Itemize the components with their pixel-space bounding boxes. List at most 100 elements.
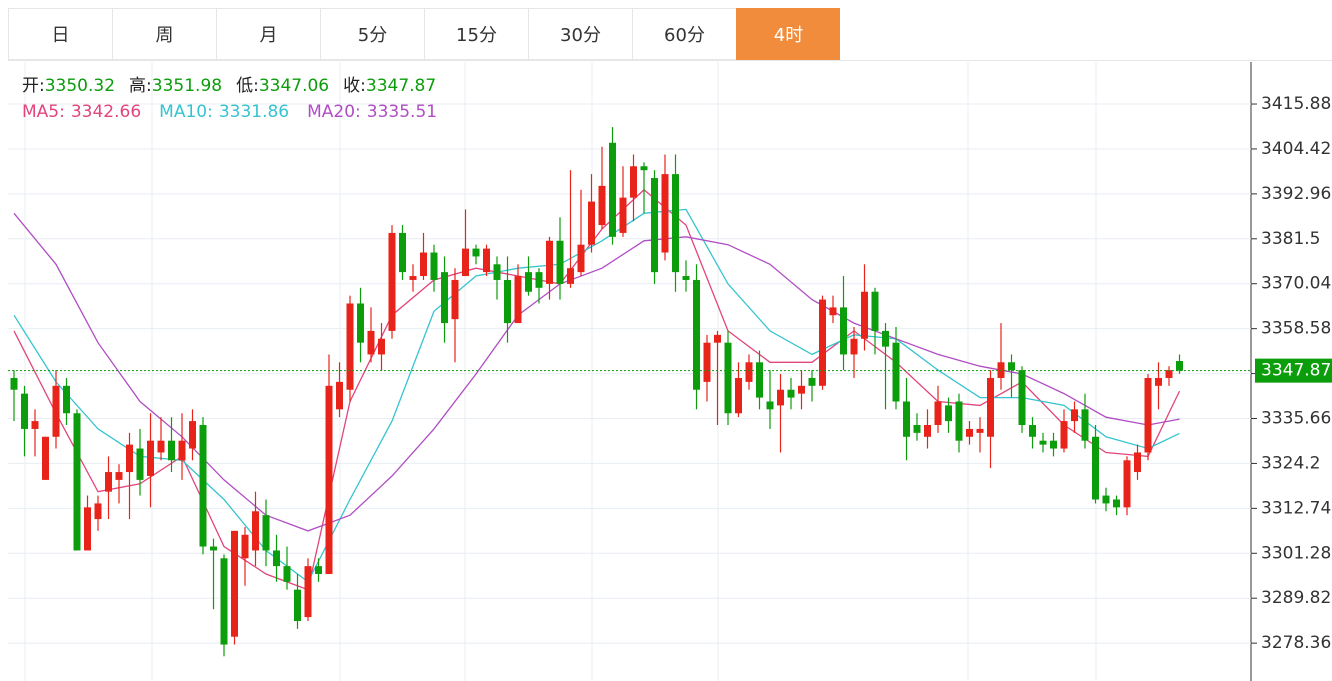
candle-body — [577, 244, 585, 273]
candle-body — [1176, 361, 1183, 371]
period-tab[interactable]: 30分 — [528, 8, 632, 60]
period-tab[interactable]: 15分 — [424, 8, 528, 60]
y-tick-label: 3301.28 — [1261, 543, 1331, 563]
legend-name: MA10: — [159, 102, 213, 122]
candle-body — [451, 279, 459, 320]
divider — [8, 60, 1332, 61]
candle-body — [829, 307, 837, 316]
candle-body — [1134, 452, 1141, 473]
candle-body — [1144, 377, 1152, 453]
period-tab[interactable]: 日 — [8, 8, 112, 60]
candle-body — [1165, 370, 1173, 378]
candle-body — [493, 264, 501, 280]
candle-body — [325, 385, 333, 574]
candle-body — [189, 421, 196, 449]
candle-body — [840, 307, 847, 355]
period-tab[interactable]: 4时 — [736, 8, 840, 60]
v-grid — [24, 62, 1097, 681]
period-tab[interactable]: 5分 — [320, 8, 424, 60]
y-tick-label: 3324.2 — [1261, 453, 1320, 473]
candle-body — [1008, 362, 1015, 371]
candle-body — [567, 268, 574, 284]
candle-body — [52, 385, 60, 437]
candle-body — [588, 201, 595, 245]
ma-legend: MA5: 3342.66 MA10: 3331.86 MA20: 3335.51 — [22, 102, 437, 122]
candle-body — [472, 248, 480, 257]
candle-body — [252, 511, 259, 551]
candle-body — [661, 174, 669, 253]
info-label: 高: — [129, 76, 152, 96]
info-label: 低: — [236, 76, 259, 96]
candle-body — [819, 299, 826, 386]
candle-body — [651, 178, 658, 273]
candle-body — [703, 342, 711, 382]
candle-body — [231, 530, 238, 637]
candle-body — [136, 448, 144, 480]
period-tab[interactable]: 月 — [216, 8, 320, 60]
candle-body — [241, 534, 249, 559]
candle-body — [346, 303, 354, 390]
candle-body — [808, 377, 816, 386]
candle-body — [997, 362, 1005, 378]
candle-body — [126, 444, 133, 473]
candle-body — [934, 401, 942, 426]
candle-body — [955, 401, 963, 441]
candle-body — [598, 185, 606, 226]
candle-body — [756, 362, 763, 398]
candle-body — [273, 550, 280, 567]
candle-body — [630, 166, 637, 198]
candle-body — [10, 377, 18, 390]
y-tick-label: 3312.74 — [1261, 498, 1331, 518]
candle-body — [1060, 421, 1068, 449]
info-value: 3347.06 — [259, 76, 329, 96]
candle-body — [157, 440, 165, 453]
ma-line — [13, 208, 1180, 583]
candle-body — [535, 272, 543, 288]
candle-body — [336, 381, 343, 410]
candle-body — [924, 425, 931, 437]
y-tick-label: 3335.66 — [1261, 409, 1331, 429]
candle-body — [798, 385, 805, 394]
candle-body — [63, 385, 70, 414]
candle-body — [504, 279, 511, 324]
candle-body — [483, 248, 490, 273]
candle-body — [1081, 409, 1089, 441]
candle-body — [892, 342, 900, 402]
candle-body — [745, 362, 753, 382]
ma-line — [13, 188, 1181, 591]
candle-body — [199, 425, 207, 547]
candle-body — [861, 291, 868, 339]
info-label: 开: — [22, 76, 45, 96]
period-tab[interactable]: 60分 — [632, 8, 736, 60]
y-tick-label: 3392.96 — [1261, 184, 1331, 204]
candle-body — [315, 566, 322, 574]
legend-value: 3331.86 — [219, 102, 289, 122]
candle-body — [640, 166, 648, 171]
candle-body — [525, 272, 532, 292]
candle-body — [304, 566, 312, 618]
candle-body — [1018, 370, 1026, 426]
candle-body — [777, 389, 784, 406]
candle-body — [766, 401, 774, 410]
candle-body — [283, 566, 291, 582]
candle-body — [1113, 499, 1120, 508]
period-tabs: 日周月 5分 15分 30分 60分 4时 — [8, 8, 840, 60]
candle-body — [1071, 409, 1078, 422]
candle-body — [672, 174, 679, 273]
candle-body — [441, 272, 448, 324]
period-tab[interactable]: 周 — [112, 8, 216, 60]
candle-body — [73, 413, 81, 551]
candle-body — [714, 334, 721, 343]
candle-body — [787, 389, 795, 398]
candle-body — [850, 338, 858, 355]
candle-body — [367, 330, 375, 355]
y-tick-label: 3415.88 — [1261, 94, 1331, 114]
candle-body — [147, 440, 154, 476]
candle-body — [84, 507, 91, 551]
candle-body — [357, 303, 364, 343]
candle-body — [724, 342, 732, 414]
candle-body — [1123, 460, 1131, 508]
candle-body — [94, 503, 102, 520]
